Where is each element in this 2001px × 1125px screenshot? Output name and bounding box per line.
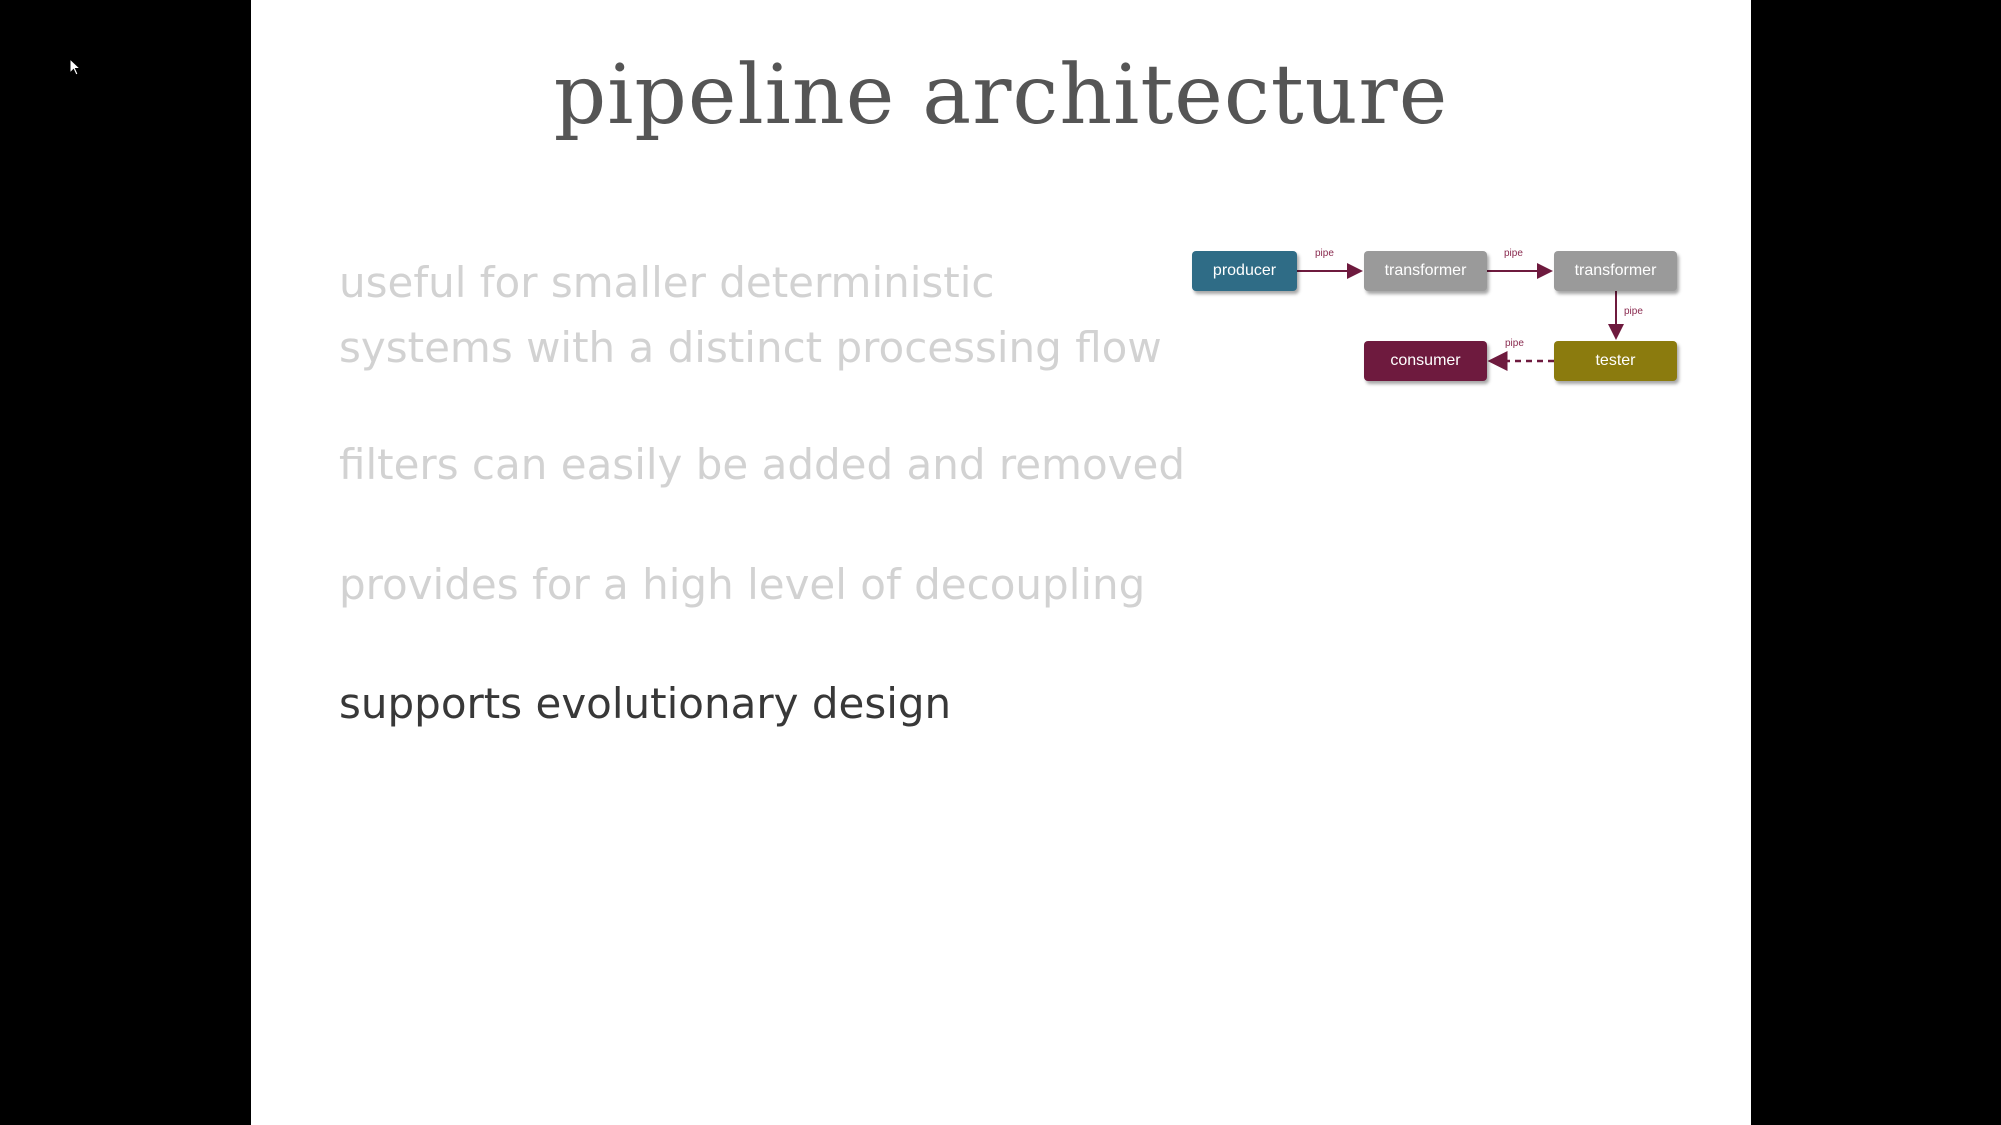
slide-title: pipeline architecture — [553, 48, 1449, 143]
producer-node: producer — [1192, 251, 1297, 291]
mouse-pointer-icon — [69, 58, 82, 76]
bullet-decoupling: provides for a high level of decoupling — [339, 560, 1146, 609]
transformer-node-2: transformer — [1554, 251, 1677, 291]
pipe-label: pipe — [1505, 338, 1524, 349]
consumer-node: consumer — [1364, 341, 1487, 381]
bullet-filters: filters can easily be added and removed — [339, 440, 1186, 489]
bullet-deterministic-systems: useful for smaller deterministic systems… — [339, 258, 1162, 372]
tester-node: tester — [1554, 341, 1677, 381]
pipe-label: pipe — [1504, 248, 1523, 259]
pipe-label: pipe — [1315, 248, 1334, 259]
bullet-evolutionary-design: supports evolutionary design — [339, 679, 952, 728]
pipe-arrows — [1297, 263, 1624, 371]
slide: pipeline architecture useful for smaller… — [251, 0, 1751, 1125]
pipe-label: pipe — [1624, 306, 1643, 317]
transformer-node-1: transformer — [1364, 251, 1487, 291]
pipeline-diagram: producer transformer transformer tester … — [1189, 240, 1699, 390]
